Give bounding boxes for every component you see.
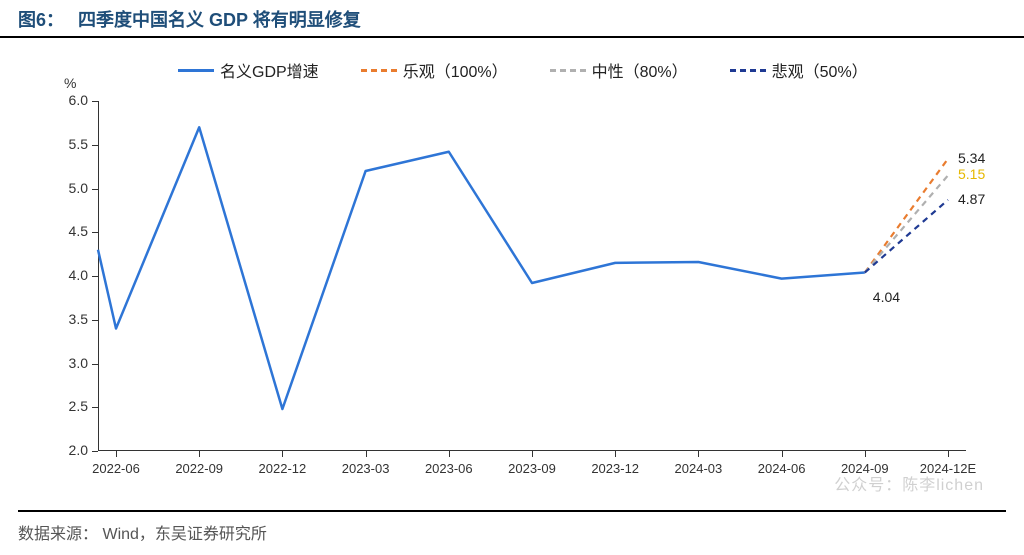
legend-label: 中性（80%） bbox=[592, 58, 688, 82]
y-axis-label: 5.0 bbox=[48, 180, 88, 196]
legend-item: 乐观（100%） bbox=[361, 58, 508, 82]
x-axis-label: 2023-12 bbox=[591, 461, 639, 476]
x-tick bbox=[449, 451, 450, 457]
x-tick bbox=[532, 451, 533, 457]
y-axis-unit: % bbox=[64, 75, 76, 91]
legend-swatch bbox=[550, 69, 586, 72]
y-tick bbox=[92, 407, 98, 408]
legend-label: 悲观（50%） bbox=[772, 58, 868, 82]
y-tick bbox=[92, 451, 98, 452]
y-tick bbox=[92, 364, 98, 365]
series-line bbox=[865, 159, 948, 273]
x-axis-label: 2024-06 bbox=[758, 461, 806, 476]
x-axis-label: 2023-03 bbox=[342, 461, 390, 476]
x-tick bbox=[116, 451, 117, 457]
x-axis-label: 2022-12 bbox=[259, 461, 307, 476]
x-tick bbox=[282, 451, 283, 457]
chart: 名义GDP增速乐观（100%）中性（80%）悲观（50%） % 2.02.53.… bbox=[28, 46, 996, 506]
series-line bbox=[865, 175, 948, 272]
source-text: Wind，东吴证券研究所 bbox=[102, 526, 266, 543]
x-axis-label: 2024-03 bbox=[675, 461, 723, 476]
plot-area: % 2.02.53.03.54.04.55.05.56.02022-062022… bbox=[98, 101, 966, 451]
figure-title: 四季度中国名义 GDP 将有明显修复 bbox=[78, 6, 361, 32]
series-svg bbox=[98, 101, 966, 451]
y-axis-label: 5.5 bbox=[48, 136, 88, 152]
x-tick bbox=[615, 451, 616, 457]
source-label: 数据来源： bbox=[18, 526, 98, 543]
y-axis-label: 2.5 bbox=[48, 398, 88, 414]
y-tick bbox=[92, 189, 98, 190]
x-tick bbox=[948, 451, 949, 457]
legend-swatch bbox=[730, 69, 766, 72]
x-tick bbox=[865, 451, 866, 457]
figure-label: 图6： bbox=[18, 6, 64, 32]
series-line bbox=[865, 200, 948, 273]
legend-swatch bbox=[178, 69, 214, 72]
y-tick bbox=[92, 145, 98, 146]
series-end-label: 4.87 bbox=[958, 191, 985, 207]
legend-swatch bbox=[361, 69, 397, 72]
x-axis-label: 2022-09 bbox=[175, 461, 223, 476]
legend: 名义GDP增速 乐观（100%） 中性（80%） 悲观（50%） bbox=[178, 58, 966, 82]
y-tick bbox=[92, 276, 98, 277]
figure-container: 图6： 四季度中国名义 GDP 将有明显修复 名义GDP增速 乐观（100%） 中性… bbox=[0, 0, 1024, 555]
source-line: 数据来源： Wind，东吴证券研究所 bbox=[0, 512, 1024, 544]
x-tick bbox=[199, 451, 200, 457]
series-end-label: 5.15 bbox=[958, 166, 985, 182]
y-tick bbox=[92, 101, 98, 102]
legend-item: 悲观（50%） bbox=[730, 58, 868, 82]
x-axis-label: 2023-09 bbox=[508, 461, 556, 476]
y-axis-label: 4.0 bbox=[48, 267, 88, 283]
point-annotation: 4.04 bbox=[873, 289, 900, 305]
legend-label: 乐观（100%） bbox=[403, 58, 508, 82]
y-axis-label: 6.0 bbox=[48, 92, 88, 108]
x-axis-label: 2022-06 bbox=[92, 461, 140, 476]
x-tick bbox=[782, 451, 783, 457]
y-axis-label: 2.0 bbox=[48, 442, 88, 458]
series-line bbox=[98, 127, 865, 409]
legend-label: 名义GDP增速 bbox=[220, 58, 319, 82]
y-tick bbox=[92, 232, 98, 233]
x-tick bbox=[366, 451, 367, 457]
series-end-label: 5.34 bbox=[958, 150, 985, 166]
legend-item: 名义GDP增速 bbox=[178, 58, 319, 82]
y-axis-label: 3.0 bbox=[48, 355, 88, 371]
x-axis-label: 2023-06 bbox=[425, 461, 473, 476]
y-axis-label: 3.5 bbox=[48, 311, 88, 327]
watermark: 公众号：陈李lichen bbox=[834, 471, 984, 495]
y-tick bbox=[92, 320, 98, 321]
legend-item: 中性（80%） bbox=[550, 58, 688, 82]
title-row: 图6： 四季度中国名义 GDP 将有明显修复 bbox=[0, 0, 1024, 38]
y-axis-label: 4.5 bbox=[48, 223, 88, 239]
x-tick bbox=[698, 451, 699, 457]
